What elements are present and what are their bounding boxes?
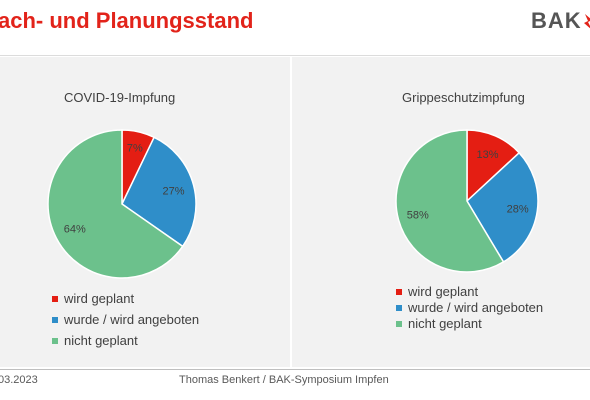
data-label-offered: 27%: [163, 185, 185, 197]
data-label-planned: 7%: [127, 143, 143, 155]
bak-logo-mark-icon: [584, 14, 590, 29]
footer-credit: Thomas Benkert / BAK-Symposium Impfen: [179, 374, 389, 386]
legend-item-not-planned: nicht geplant: [52, 333, 199, 348]
legend-item-planned: wird geplant: [52, 291, 199, 306]
pie-slice-not-planned: [395, 129, 505, 273]
legend-flu: wird geplant wurde / wird angeboten nicht …: [396, 284, 543, 332]
pie-chart-flu: 13% 28% 58%: [395, 129, 539, 273]
header-divider: [0, 55, 590, 56]
data-label-planned: 13%: [476, 149, 498, 161]
bak-logo: BAK: [531, 8, 582, 33]
legend-swatch-planned: [396, 288, 402, 295]
pie-slice-offered: [466, 151, 539, 263]
legend-swatch-planned: [52, 295, 58, 302]
chart-title-covid: COVID-19-Impfung: [64, 90, 176, 105]
legend-label-offered: wurde / wird angeboten: [408, 300, 544, 315]
data-label-not-planned: 58%: [407, 210, 429, 222]
legend-item-planned: wird geplant: [396, 284, 543, 299]
legend-label-not-planned: nicht geplant: [408, 316, 482, 331]
legend-covid: wird geplant wurde / wird angeboten nicht …: [52, 291, 199, 354]
legend-label-not-planned: nicht geplant: [64, 333, 138, 348]
pie-slice-offered: [121, 136, 197, 248]
legend-swatch-offered: [52, 316, 58, 323]
slide-title: ach- und Planungsstand: [0, 8, 254, 33]
data-label-not-planned: 64%: [64, 224, 86, 236]
legend-label-offered: wurde / wird angeboten: [64, 312, 200, 327]
legend-item-offered: wurde / wird angeboten: [396, 300, 543, 315]
footer-date: 03.2023: [0, 374, 38, 386]
chart-title-flu: Grippeschutzimpfung: [402, 90, 525, 105]
legend-label-planned: wird geplant: [408, 284, 479, 299]
legend-swatch-not-planned: [396, 320, 402, 327]
legend-swatch-not-planned: [52, 337, 58, 344]
footer-divider: [0, 369, 590, 370]
pie-slice-not-planned: [47, 129, 184, 279]
legend-swatch-offered: [396, 304, 402, 311]
data-label-offered: 28%: [507, 203, 529, 215]
legend-item-not-planned: nicht geplant: [396, 316, 543, 331]
legend-item-offered: wurde / wird angeboten: [52, 312, 199, 327]
legend-label-planned: wird geplant: [64, 291, 135, 306]
panel-gap: [290, 57, 292, 367]
pie-chart-covid: 7% 27% 64%: [47, 129, 197, 279]
pie-slice-planned: [466, 129, 521, 203]
